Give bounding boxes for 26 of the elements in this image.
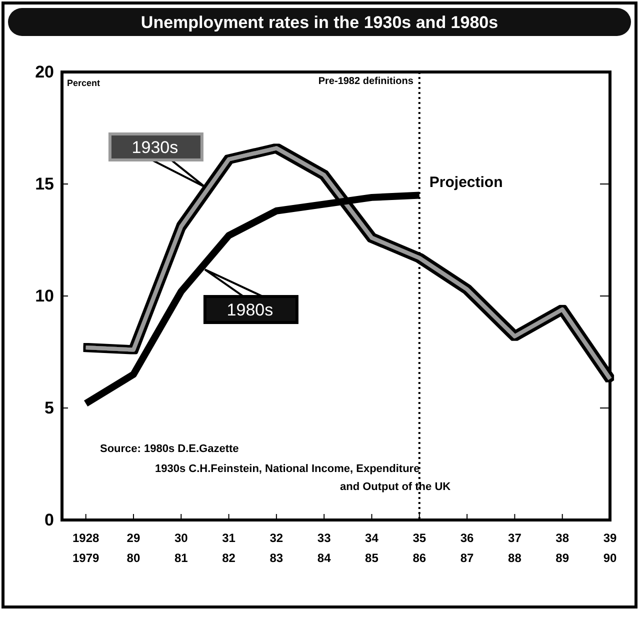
y-axis-title: Percent — [67, 78, 100, 88]
chart-title: Unemployment rates in the 1930s and 1980s — [140, 13, 498, 32]
x-tick-label: 29 80 — [126, 531, 140, 565]
y-tick-label: 15 — [35, 174, 54, 194]
annotation: and Output of the UK — [340, 481, 451, 493]
x-tick-label: 38 89 — [556, 531, 570, 565]
x-tick-label: 31 82 — [222, 531, 236, 565]
x-tick-label: 36 87 — [460, 531, 474, 565]
y-tick-label: 0 — [44, 510, 54, 530]
x-tick-label: 39 90 — [603, 531, 617, 565]
y-tick-label: 10 — [35, 286, 54, 306]
annotation: Projection — [429, 174, 503, 192]
x-tick-label: 1928 1979 — [72, 531, 100, 565]
x-tick-label: 37 88 — [508, 531, 522, 565]
y-tick-label: 20 — [35, 62, 54, 82]
ref-line-label: Pre-1982 definitions — [318, 76, 414, 87]
annotation: 1930s C.H.Feinstein, National Income, Expenditure — [155, 463, 420, 475]
y-tick-label: 5 — [44, 398, 54, 418]
legend-label: 1980s — [226, 300, 274, 320]
x-tick-label: 35 86 — [412, 531, 426, 565]
x-tick-label: 34 85 — [365, 531, 379, 565]
x-tick-label: 32 83 — [270, 531, 284, 565]
x-tick-label: 30 81 — [174, 531, 188, 565]
annotation: Source: 1980s D.E.Gazette — [100, 443, 239, 455]
text: 1930s — [132, 138, 178, 157]
x-tick-label: 33 84 — [317, 531, 332, 565]
